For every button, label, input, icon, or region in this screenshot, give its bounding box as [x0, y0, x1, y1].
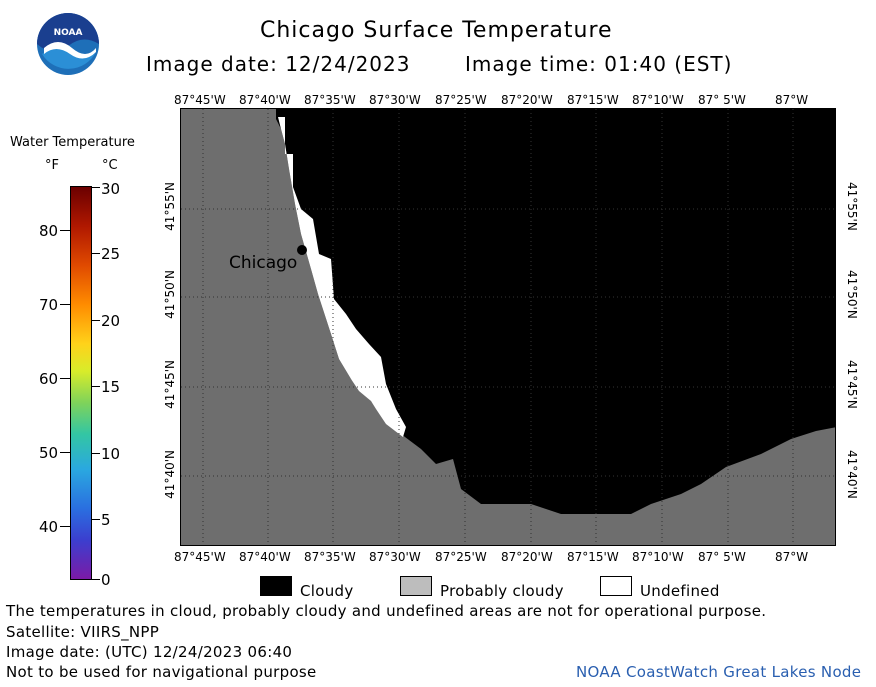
map-canvas: [181, 109, 835, 545]
colorbar-c-label: 5: [101, 511, 111, 529]
disclaimer-note: The temperatures in cloud, probably clou…: [6, 602, 767, 620]
lon-label-top: 87°30'W: [369, 93, 421, 107]
undefined-area: [278, 117, 406, 437]
colorbar-tick-c: [92, 320, 100, 321]
colorbar-c-label: 10: [101, 445, 121, 463]
colorbar-tick-c: [92, 187, 100, 188]
image-time: Image time: 01:40 (EST): [465, 52, 733, 76]
nav-warning: Not to be used for navigational purpose: [6, 663, 317, 681]
colorbar-tick-c: [92, 453, 100, 454]
colorbar: [70, 186, 92, 580]
colorbar-tick-c: [92, 519, 100, 520]
graticule: [181, 109, 835, 545]
colorbar-f-label: 80: [39, 222, 59, 240]
lon-label-bottom: 87°25'W: [435, 550, 487, 564]
lon-label-top: 87°10'W: [632, 93, 684, 107]
lat-label-right: 41°40'N: [845, 450, 859, 499]
colorbar-tick-f: [60, 378, 70, 379]
colorbar-f-label: 40: [39, 518, 59, 536]
lon-label-top: 87°35'W: [304, 93, 356, 107]
lon-label-top: 87°20'W: [501, 93, 553, 107]
lon-label-bottom: 87° 5'W: [698, 550, 746, 564]
colorbar-c-label: 30: [101, 180, 121, 198]
lat-label-left: 41°55'N: [163, 182, 177, 231]
legend-label-cloudy: Cloudy: [300, 582, 354, 600]
colorbar-tick-f: [60, 304, 70, 305]
colorbar-title: Water Temperature: [10, 135, 135, 150]
lon-label-top: 87°45'W: [174, 93, 226, 107]
colorbar-tick-f: [60, 230, 70, 231]
legend-swatch-undefined: [600, 576, 632, 596]
lon-label-bottom: 87°30'W: [369, 550, 421, 564]
lon-label-bottom: 87°40'W: [239, 550, 291, 564]
colorbar-f-label: 60: [39, 370, 59, 388]
lon-label-bottom: 87°10'W: [632, 550, 684, 564]
noaa-logo: NOAA: [36, 12, 100, 76]
colorbar-c-label: 25: [101, 245, 121, 263]
legend-swatch-cloudy: [260, 576, 292, 596]
page-title: Chicago Surface Temperature: [260, 18, 613, 43]
lat-label-left: 41°45'N: [163, 360, 177, 409]
noaa-logo-text: NOAA: [54, 28, 83, 38]
legend-swatch-probably-cloudy: [400, 576, 432, 596]
lon-label-bottom: 87°15'W: [567, 550, 619, 564]
lat-label-right: 41°50'N: [845, 270, 859, 319]
colorbar-c-label: 20: [101, 312, 121, 330]
lon-label-bottom: 87°W: [775, 550, 809, 564]
colorbar-f-label: 50: [39, 444, 59, 462]
lat-label-right: 41°45'N: [845, 360, 859, 409]
lon-label-bottom: 87°20'W: [501, 550, 553, 564]
colorbar-f-label: 70: [39, 296, 59, 314]
image-date: Image date: 12/24/2023: [146, 52, 411, 76]
lon-label-top: 87°W: [775, 93, 809, 107]
colorbar-unit-c: °C: [102, 158, 118, 173]
lat-label-left: 41°40'N: [163, 450, 177, 499]
colorbar-c-label: 15: [101, 378, 121, 396]
utc-date-label: Image date: (UTC) 12/24/2023 06:40: [6, 643, 293, 661]
colorbar-tick-f: [60, 452, 70, 453]
land-area: [181, 109, 835, 545]
lon-label-bottom: 87°35'W: [304, 550, 356, 564]
satellite-label: Satellite: VIIRS_NPP: [6, 623, 160, 641]
lat-label-right: 41°55'N: [845, 182, 859, 231]
lon-label-bottom: 87°45'W: [174, 550, 226, 564]
lon-label-top: 87°25'W: [435, 93, 487, 107]
legend-label-undefined: Undefined: [640, 582, 720, 600]
colorbar-unit-f: °F: [45, 158, 59, 173]
chicago-marker: [297, 245, 307, 255]
legend-label-probably-cloudy: Probably cloudy: [440, 582, 564, 600]
colorbar-tick-c: [92, 253, 100, 254]
map-frame: [180, 108, 836, 546]
lon-label-top: 87° 5'W: [698, 93, 746, 107]
colorbar-c-label: 0: [101, 571, 111, 589]
lat-label-left: 41°50'N: [163, 270, 177, 319]
city-label: Chicago: [229, 253, 298, 273]
colorbar-tick-c: [92, 386, 100, 387]
lon-label-top: 87°40'W: [239, 93, 291, 107]
credit-label: NOAA CoastWatch Great Lakes Node: [576, 663, 862, 681]
colorbar-tick-c: [92, 579, 100, 580]
lon-label-top: 87°15'W: [567, 93, 619, 107]
colorbar-tick-f: [60, 526, 70, 527]
